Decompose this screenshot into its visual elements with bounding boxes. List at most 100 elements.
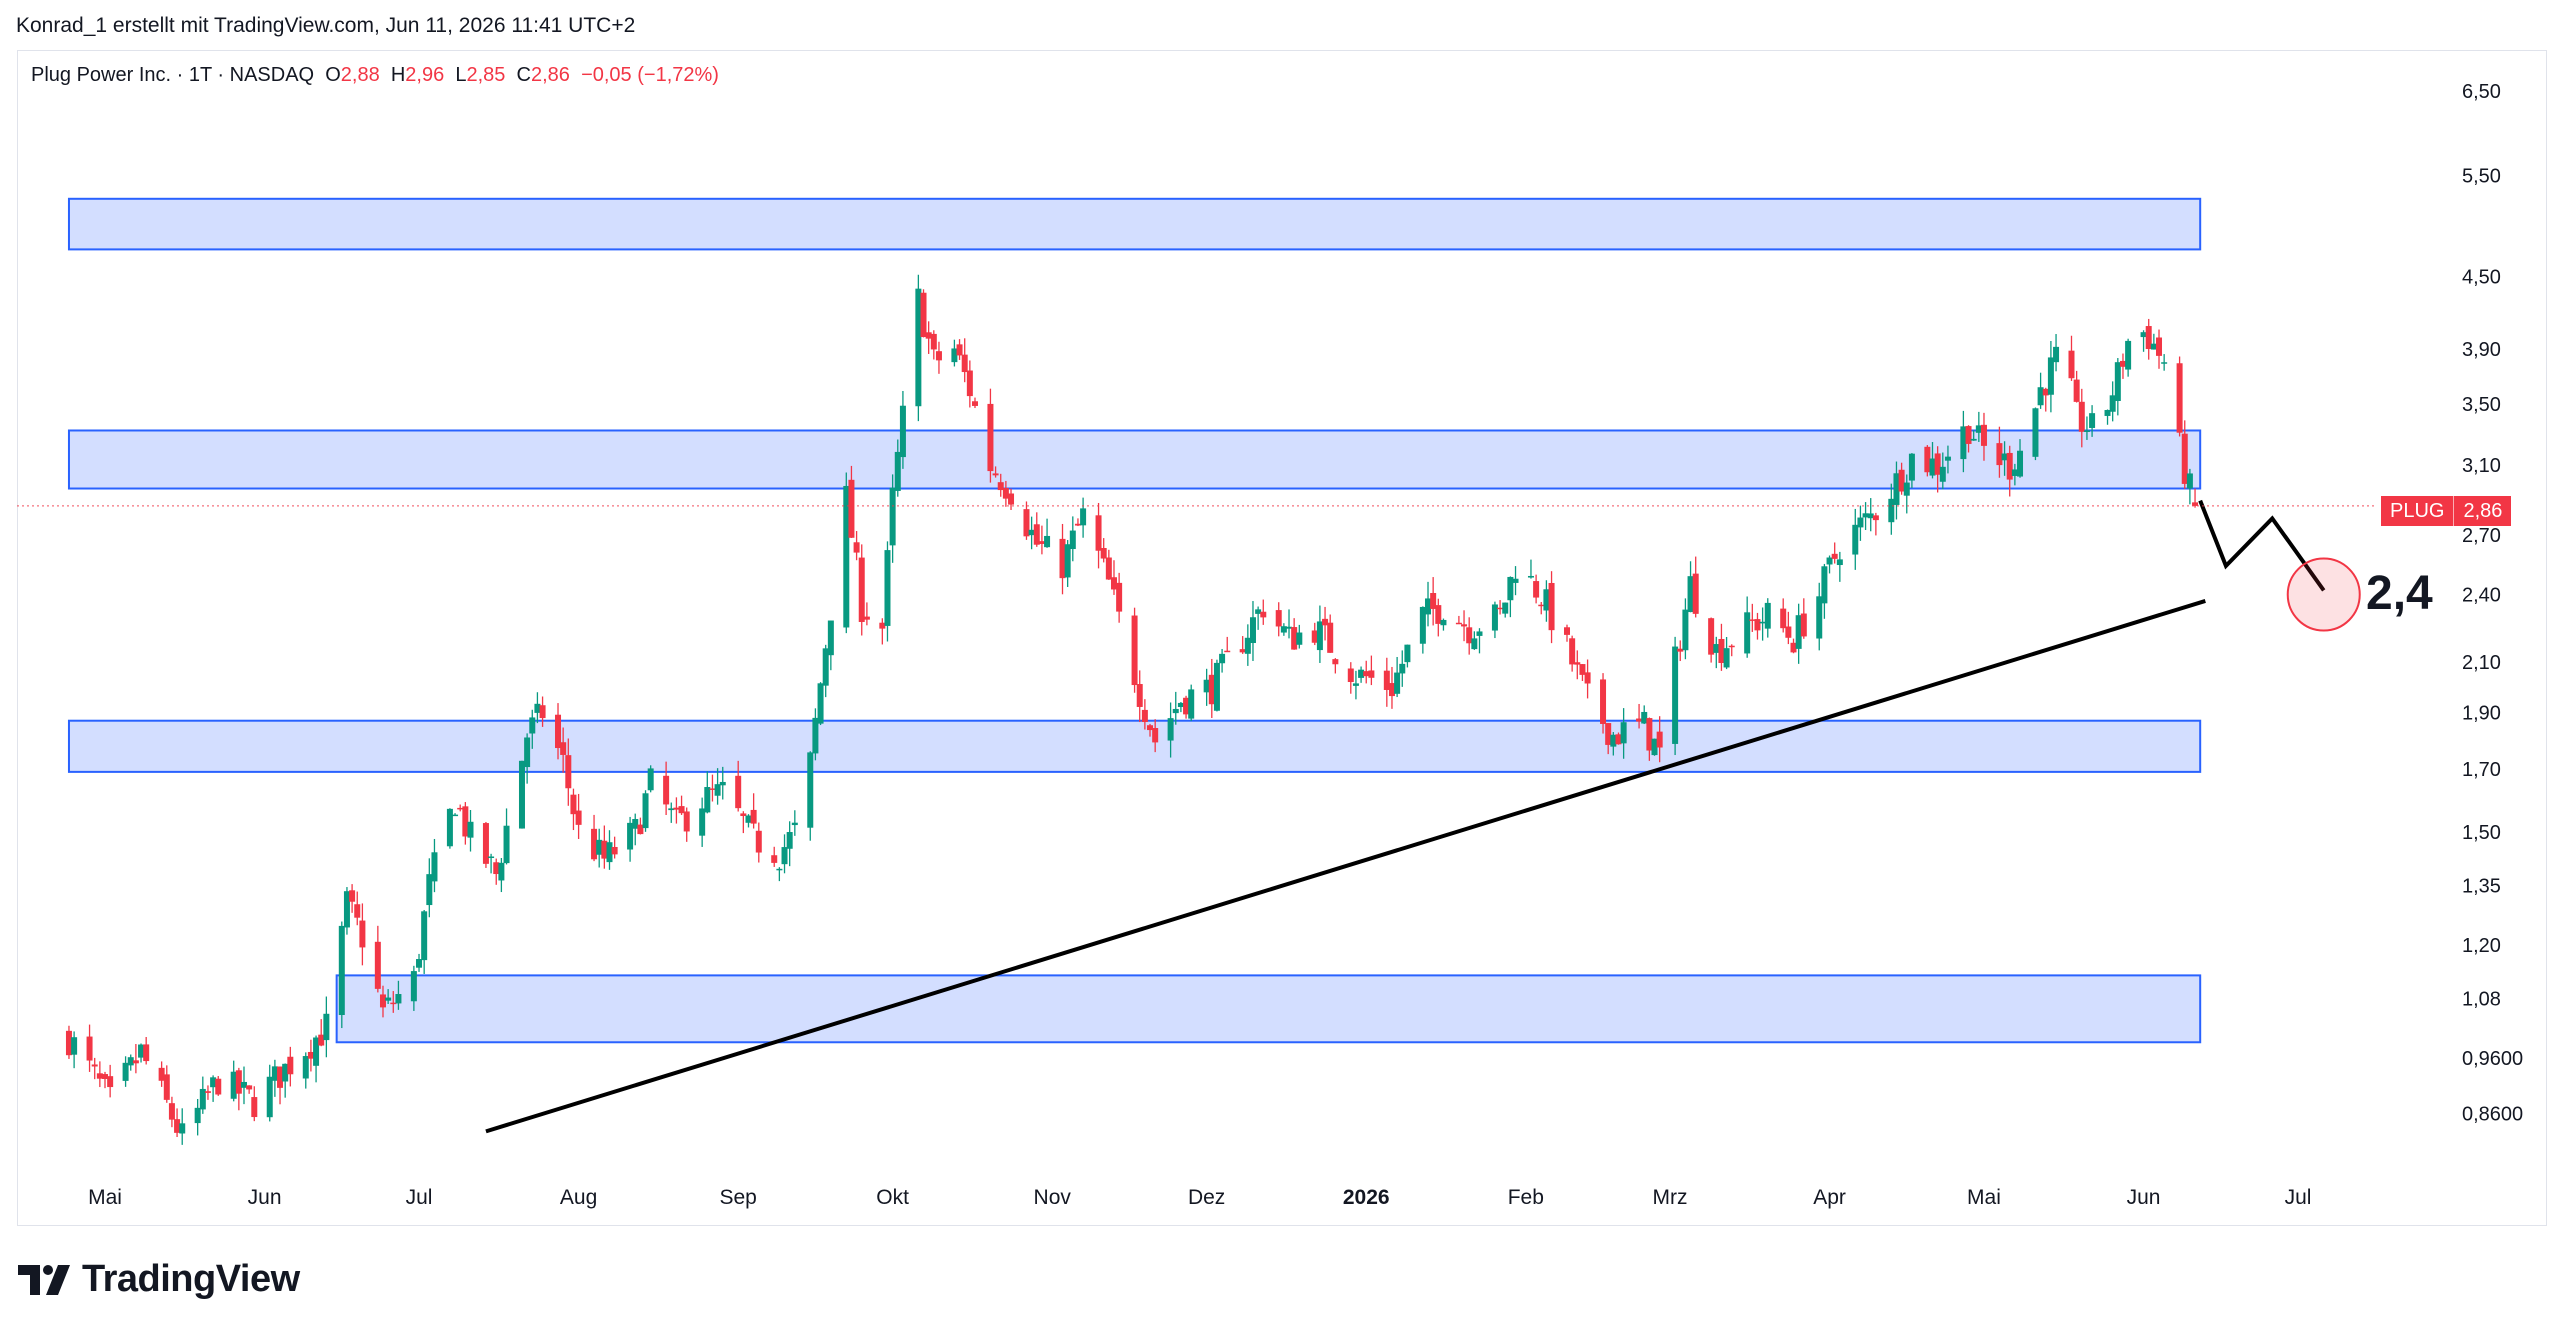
candle (956, 339, 963, 360)
zone-4[interactable] (335, 974, 2202, 1044)
tradingview-logo[interactable]: TradingView (18, 1258, 300, 1301)
candle (359, 903, 366, 966)
time-axis[interactable]: Mai Jun Jul Aug Sep Okt Nov Dez 2026 Feb Mrz Apr Mai… (88, 1186, 2311, 1209)
symbol-legend[interactable]: Plug Power Inc. · 1T · NASDAQ O2,88 H2,9… (31, 64, 719, 86)
candle (1836, 551, 1843, 582)
candle (853, 531, 860, 561)
candle (1136, 670, 1143, 723)
candle (1564, 624, 1570, 642)
candle (2017, 439, 2024, 478)
candle (1435, 598, 1442, 637)
candle (1543, 580, 1550, 622)
candle (992, 466, 999, 478)
candle (86, 1024, 93, 1072)
candle (503, 808, 510, 865)
candle (1311, 622, 1318, 646)
candle (1965, 425, 1972, 453)
candle (524, 733, 531, 784)
candle (987, 388, 994, 483)
candle (1672, 636, 1679, 756)
candle (2150, 333, 2157, 350)
candle (791, 810, 798, 836)
candle (1646, 717, 1653, 761)
candle (673, 797, 680, 824)
candle (776, 867, 783, 882)
candle (426, 858, 433, 918)
candle (1548, 571, 1555, 644)
candle (843, 472, 850, 634)
candle (683, 807, 690, 842)
zone-1[interactable] (67, 197, 2202, 251)
candle (2053, 334, 2060, 372)
candle (591, 814, 598, 862)
candle (1028, 516, 1035, 550)
candle (678, 795, 685, 815)
candle (771, 846, 778, 867)
candle (251, 1086, 258, 1122)
ascending-trendline[interactable] (485, 598, 2206, 1134)
candle (1296, 624, 1303, 649)
candle (2109, 381, 2116, 422)
candle (637, 817, 644, 835)
legend-open-label: O (325, 64, 341, 86)
candle (565, 738, 572, 806)
candle (1172, 691, 1179, 725)
candle (446, 808, 453, 849)
candle (1569, 635, 1576, 672)
candle (65, 1025, 72, 1059)
candle (647, 765, 654, 793)
candle (1147, 723, 1154, 737)
candle (1260, 599, 1267, 625)
candle (102, 1071, 108, 1089)
candle (1970, 430, 1977, 441)
candle (596, 828, 603, 868)
y-tick-label: 3,50 (2462, 394, 2501, 416)
y-tick-label: 3,90 (2462, 339, 2501, 361)
candle (704, 771, 711, 814)
candle (2125, 338, 2132, 377)
candle (997, 473, 1004, 497)
candle (374, 925, 381, 993)
candle (1466, 617, 1473, 655)
candle (2042, 387, 2049, 412)
candle (1471, 631, 1478, 650)
x-tick-label: Jul (406, 1186, 433, 1209)
zone-3[interactable] (67, 719, 2202, 773)
x-tick-label: Jun (2127, 1186, 2161, 1209)
candle (1929, 442, 1936, 479)
candle (1352, 670, 1359, 700)
candle (529, 709, 536, 749)
candle (1507, 576, 1514, 618)
candle (2032, 407, 2039, 461)
zone-2[interactable] (67, 429, 2202, 490)
candlestick-series (65, 274, 2199, 1145)
candle (395, 980, 402, 1010)
candle (1188, 684, 1195, 722)
candle (313, 1035, 320, 1083)
candle (1924, 445, 1931, 477)
candle (879, 618, 886, 645)
candle (1538, 601, 1545, 615)
candle (1939, 452, 1946, 490)
candle (920, 289, 927, 338)
candle (781, 834, 788, 874)
candle (2001, 441, 2008, 476)
candle (1033, 512, 1040, 547)
candle (1105, 549, 1112, 580)
candle (750, 793, 757, 829)
target-circle[interactable] (2286, 557, 2361, 632)
y-tick-label: 1,20 (2462, 935, 2501, 957)
candle (1723, 637, 1730, 670)
candle (1610, 732, 1617, 756)
candle (323, 996, 330, 1058)
candle (266, 1064, 273, 1122)
candle (1656, 716, 1663, 763)
candle (127, 1054, 134, 1071)
legend-exchange: NASDAQ (229, 64, 315, 86)
candle (822, 644, 829, 698)
price-axis[interactable]: 6,50 5,50 4,50 3,90 3,50 3,10 2,70 2,40 2,10 1,90… (2462, 81, 2523, 1126)
candle (611, 836, 618, 859)
candle (452, 813, 459, 817)
projection-path[interactable] (2198, 499, 2326, 592)
